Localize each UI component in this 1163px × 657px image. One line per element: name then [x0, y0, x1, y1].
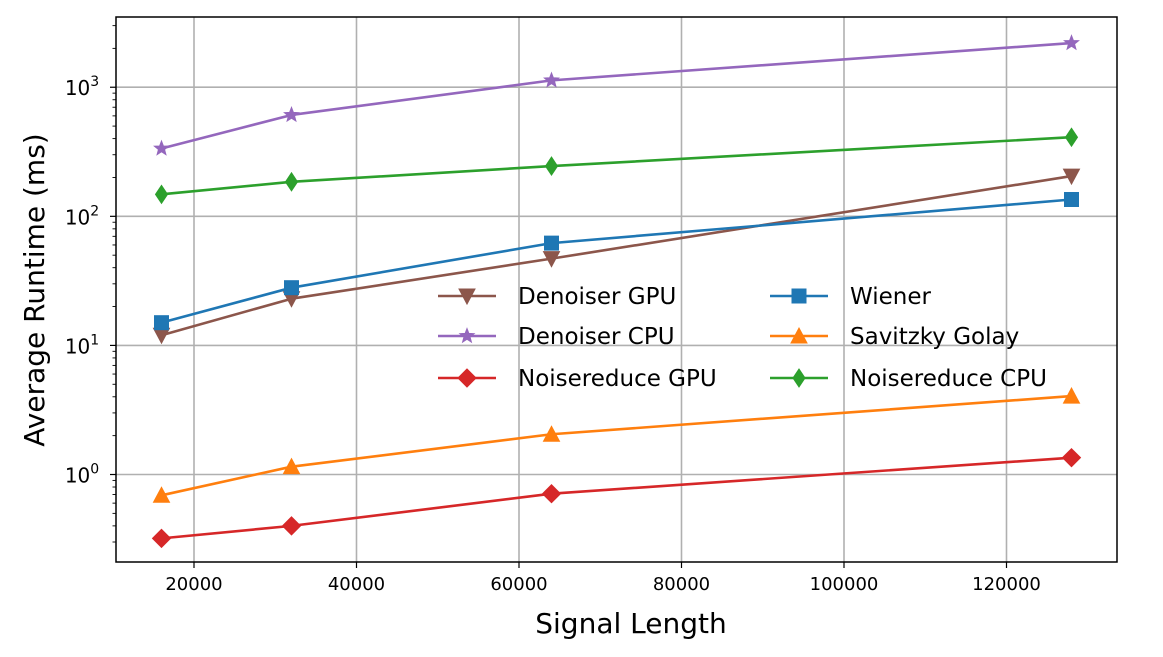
- legend-item-wiener: Wiener: [770, 284, 932, 310]
- legend-label: Noisereduce GPU: [518, 366, 717, 392]
- data-point-denoiser-cpu: [1063, 34, 1080, 51]
- data-point-noisereduce-cpu: [544, 156, 559, 176]
- data-point-denoiser-cpu: [283, 106, 300, 123]
- x-tick-label: 20000: [165, 574, 222, 595]
- series-line-denoiser-gpu: [161, 174, 1072, 337]
- legend-label: Wiener: [850, 284, 932, 310]
- tick-layer: 20000 40000 60000 80000 100000 120000 100 101 10…: [65, 25, 1041, 595]
- data-point-savitzky-golay: [282, 457, 301, 475]
- data-point-noisereduce-gpu: [541, 483, 562, 504]
- legend-marker: [791, 288, 807, 304]
- data-point-wiener: [284, 280, 299, 296]
- series-line-savitzky-golay: [161, 394, 1072, 497]
- data-point-savitzky-golay: [152, 486, 171, 503]
- data-point-noisereduce-cpu: [1064, 127, 1079, 148]
- legend-item-noisereduce-gpu: Noisereduce GPU: [438, 366, 717, 392]
- y-axis-title: Average Runtime (ms): [18, 133, 51, 446]
- legend-item-denoiser-cpu: Denoiser CPU: [438, 324, 675, 350]
- y-tick-label: 103: [65, 74, 99, 100]
- legend-marker: [457, 368, 477, 388]
- data-point-noisereduce-gpu: [151, 528, 172, 549]
- data-point-denoiser-gpu: [1062, 168, 1081, 186]
- series-noisereduce-cpu: [154, 127, 1079, 205]
- series-wiener: [154, 191, 1079, 331]
- series-line-noisereduce-cpu: [161, 135, 1072, 196]
- data-point-denoiser-cpu: [153, 139, 170, 156]
- legend-marker: [792, 368, 806, 388]
- y-tick-label: 101: [65, 332, 99, 358]
- series-line-noisereduce-gpu: [161, 456, 1072, 540]
- data-point-noisereduce-cpu: [154, 184, 169, 205]
- legend: Denoiser GPU Denoiser CPU Noisereduce GPU W…: [438, 284, 1047, 392]
- x-tick-label: 100000: [810, 574, 879, 595]
- x-tick-label: 60000: [490, 574, 547, 595]
- data-point-savitzky-golay: [1062, 387, 1081, 404]
- series-savitzky-golay: [152, 387, 1081, 503]
- data-point-denoiser-cpu: [543, 71, 560, 88]
- data-point-wiener: [1064, 191, 1079, 207]
- data-point-wiener: [544, 235, 559, 251]
- data-point-noisereduce-gpu: [1061, 447, 1082, 468]
- legend-item-savitzky-golay: Savitzky Golay: [770, 324, 1019, 350]
- data-point-denoiser-gpu: [152, 327, 171, 345]
- data-point-savitzky-golay: [542, 425, 561, 442]
- data-point-denoiser-gpu: [542, 251, 561, 268]
- x-axis-title: Signal Length: [535, 607, 727, 640]
- y-tick-label: 102: [65, 203, 99, 229]
- plot-frame: [115, 16, 1118, 563]
- x-tick-label: 120000: [972, 574, 1041, 595]
- x-tick-label: 40000: [328, 574, 385, 595]
- legend-marker: [458, 288, 476, 306]
- legend-label: Denoiser GPU: [518, 284, 676, 310]
- series-layer: [151, 34, 1082, 549]
- series-noisereduce-gpu: [151, 447, 1082, 549]
- legend-item-denoiser-gpu: Denoiser GPU: [438, 284, 676, 310]
- x-tick-label: 80000: [653, 574, 710, 595]
- grid-layer: [116, 17, 1117, 562]
- data-point-noisereduce-cpu: [284, 171, 299, 192]
- legend-label: Savitzky Golay: [850, 324, 1019, 350]
- series-denoiser-gpu: [152, 168, 1081, 345]
- series-denoiser-cpu: [153, 34, 1080, 156]
- data-point-wiener: [154, 315, 169, 331]
- legend-item-noisereduce-cpu: Noisereduce CPU: [770, 366, 1047, 392]
- series-line-denoiser-cpu: [161, 41, 1072, 150]
- series-line-wiener: [161, 198, 1072, 324]
- y-tick-label: 100: [65, 462, 99, 488]
- data-point-noisereduce-gpu: [281, 516, 302, 536]
- legend-label: Noisereduce CPU: [850, 366, 1047, 392]
- legend-marker: [458, 327, 476, 344]
- legend-label: Denoiser CPU: [518, 324, 675, 350]
- legend-marker: [790, 326, 808, 344]
